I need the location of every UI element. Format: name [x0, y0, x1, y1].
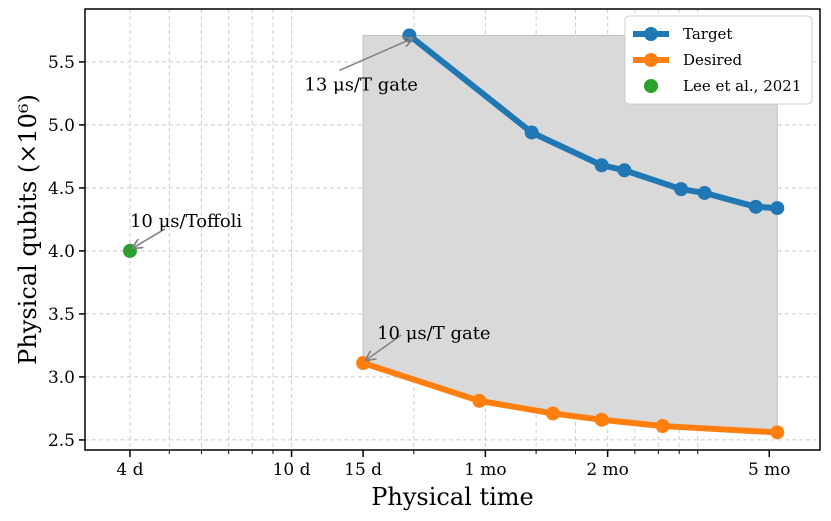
legend: Target Desired Lee et al., 2021 [624, 15, 813, 105]
legend-marker-target [644, 27, 658, 41]
y-tick-label: 4.5 [48, 179, 75, 199]
legend-label-lee-et-al-2021: Lee et al., 2021 [683, 77, 801, 95]
data-point-target [748, 199, 763, 214]
data-point-desired [545, 406, 560, 421]
annotation-label: 10 μs/Toffoli [130, 211, 242, 232]
annotation-arrow [133, 228, 166, 248]
data-point-target [524, 125, 539, 140]
x-tick-label: 4 d [116, 460, 143, 480]
x-tick-label: 10 d [273, 460, 311, 480]
y-tick-label: 3.0 [48, 368, 75, 388]
data-point-desired [770, 425, 785, 440]
data-point-desired [655, 419, 670, 434]
data-point-desired [472, 393, 487, 408]
data-point-target [674, 182, 689, 197]
data-point-desired [594, 412, 609, 427]
y-tick-label: 4.0 [48, 242, 75, 262]
y-tick-label: 5.5 [48, 53, 75, 73]
y-axis-label: Physical qubits (×10⁶) [14, 94, 42, 365]
axis-ticks: 2.5 3.0 3.5 4.0 4.5 5.0 5.5 4 d 10 d 15 d 1 mo 2 mo… [48, 53, 791, 480]
data-point-target [697, 185, 712, 200]
data-point-target [594, 158, 609, 173]
legend-marker-desired [644, 53, 658, 67]
data-point-target [617, 163, 632, 178]
y-tick-label: 5.0 [48, 116, 75, 136]
data-point-target [770, 201, 785, 216]
series-line-target [406, 32, 781, 212]
x-tick-label: 15 d [344, 460, 382, 480]
annotation-arrow [339, 38, 412, 72]
annotation-label: 13 μs/T gate [304, 74, 418, 95]
legend-label-desired: Desired [683, 51, 742, 69]
y-tick-label: 2.5 [48, 431, 75, 451]
axis-labels: Physical time Physical qubits (×10⁶) [14, 94, 534, 511]
legend-box [624, 15, 813, 105]
x-tick-label: 2 mo [586, 460, 629, 480]
x-tick-label: 5 mo [748, 460, 791, 480]
x-tick-label: 1 mo [464, 460, 507, 480]
legend-marker-lee-et-al-2021 [644, 79, 658, 93]
x-axis-label: Physical time [371, 483, 534, 511]
y-tick-label: 3.5 [48, 305, 75, 325]
legend-label-target: Target [683, 25, 732, 43]
plot-frame [84, 8, 821, 451]
series-line-desired [360, 360, 781, 436]
annotations: 13 μs/T gate 10 μs/T gate 10 μs/Toffoli [130, 38, 491, 360]
annotation-label: 10 μs/T gate [377, 323, 491, 344]
series [122, 28, 785, 440]
annotation-arrow [366, 334, 402, 360]
